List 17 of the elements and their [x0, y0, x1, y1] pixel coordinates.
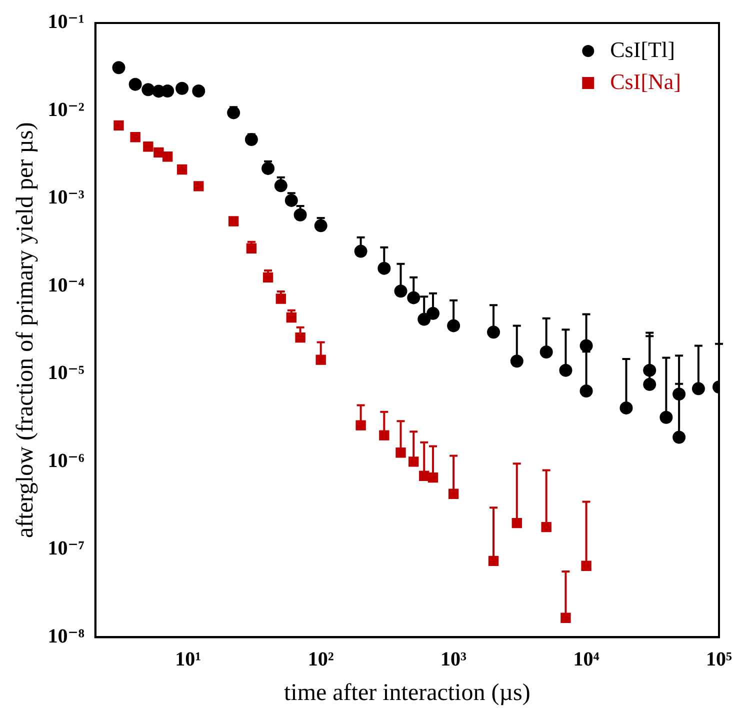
x-tick-label: 10⁴	[573, 648, 600, 670]
y-tick-label: 10⁻⁶	[48, 450, 84, 472]
y-tick-label: 10⁻⁴	[48, 274, 84, 296]
y-tick-label: 10⁻³	[48, 186, 84, 209]
x-tick-label: 10⁵	[706, 648, 732, 670]
y-tick-label: 10⁻⁸	[48, 625, 84, 648]
x-tick-label: 10³	[440, 648, 467, 670]
y-tick-label: 10⁻²	[48, 98, 84, 121]
y-tick-label: 10⁻¹	[48, 11, 84, 34]
y-tick-label: 10⁻⁵	[48, 362, 84, 384]
y-tick-label: 10⁻⁷	[48, 538, 84, 560]
legend-label: CsI[Tl]	[610, 36, 675, 62]
x-tick-label: 10²	[308, 648, 334, 670]
x-axis-title: time after interaction (µs)	[284, 680, 530, 706]
x-tick-label: 10¹	[175, 648, 202, 670]
legend-label: CsI[Na]	[610, 68, 682, 94]
y-axis-title: afterglow (fraction of primary yield per µs)	[12, 122, 39, 538]
